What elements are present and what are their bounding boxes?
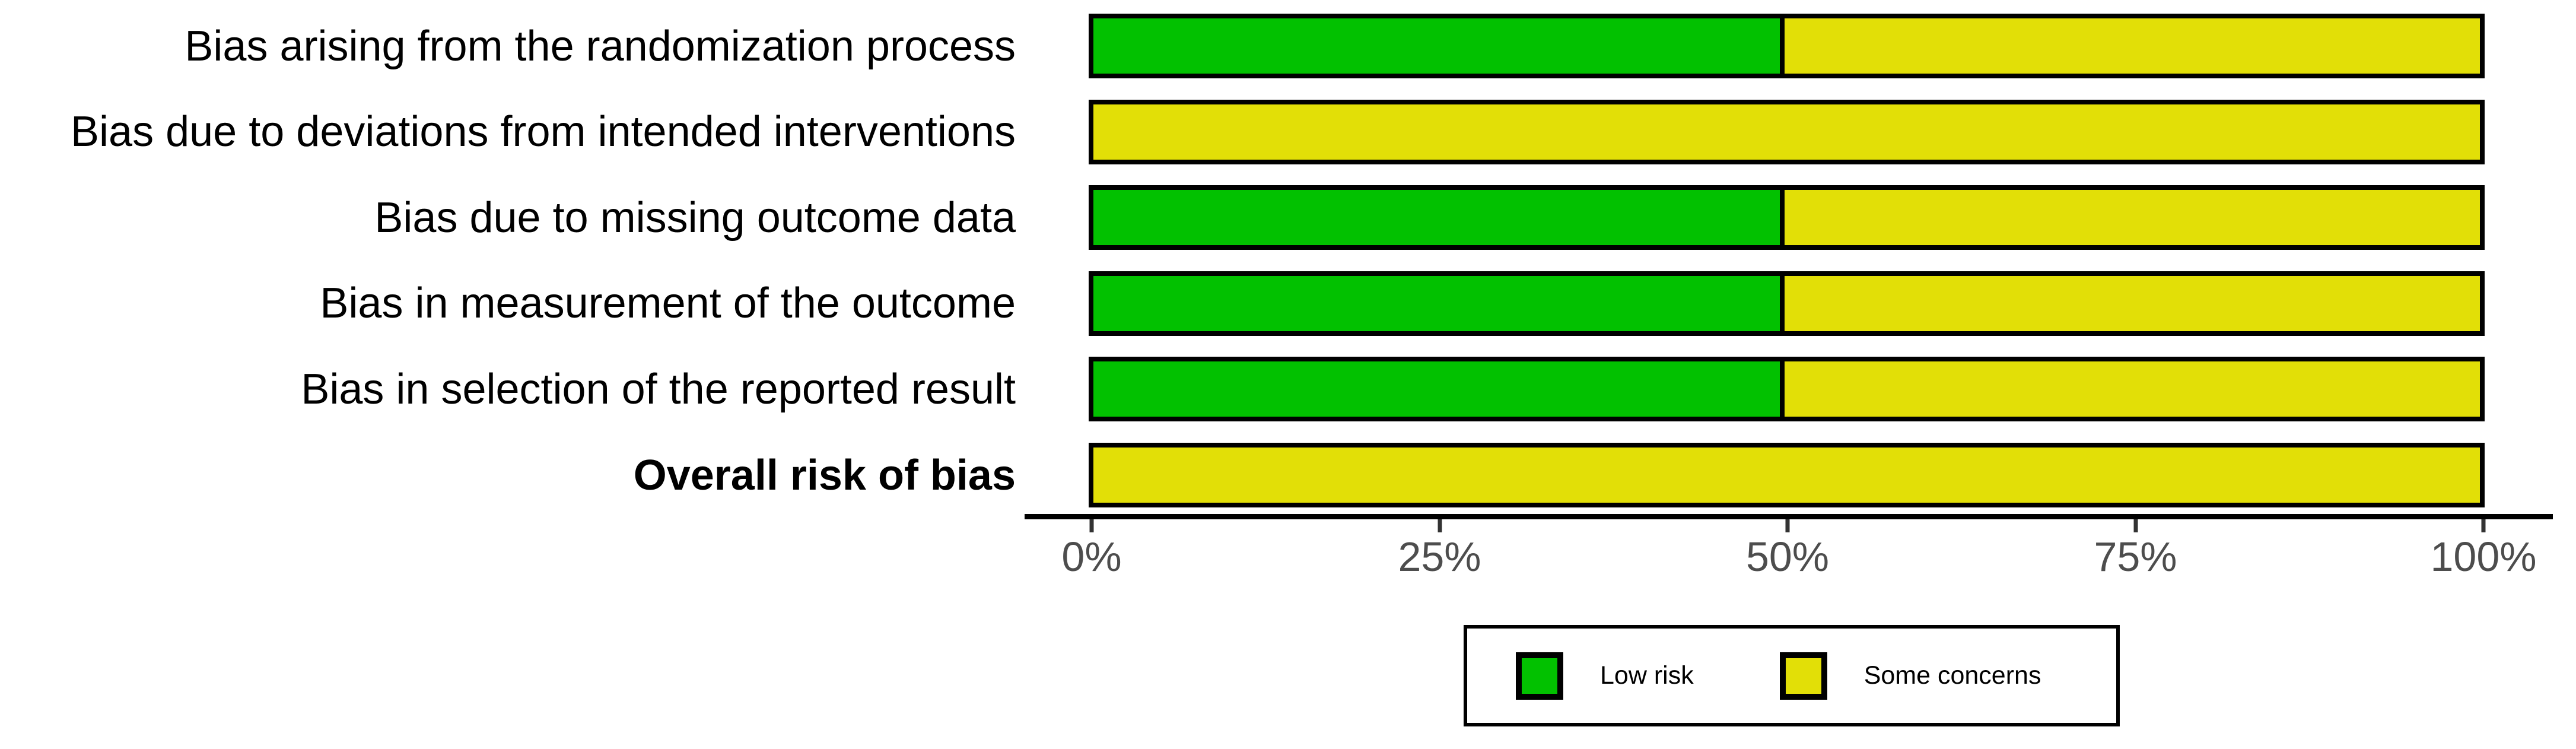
category-label: Bias arising from the randomization proc… [185, 22, 1016, 70]
bar-segment-low-risk [1093, 190, 1785, 246]
x-tick-mark [2133, 519, 2138, 532]
legend-label: Low risk [1600, 661, 1694, 690]
bar-segment-some-concerns [1784, 190, 2480, 246]
x-tick-label: 25% [1398, 534, 1481, 580]
bar-segment-low-risk [1093, 361, 1785, 417]
x-tick-mark [1438, 519, 1442, 532]
x-axis-line [1025, 514, 2553, 519]
stacked-bar [1089, 185, 2485, 250]
category-label: Overall risk of bias [633, 451, 1016, 499]
stacked-bar [1089, 14, 2485, 78]
x-tick-label: 100% [2430, 534, 2537, 580]
category-label: Bias in selection of the reported result [301, 365, 1016, 413]
stacked-bar [1089, 99, 2485, 164]
x-tick-mark [1089, 519, 1094, 532]
x-tick-mark [2481, 519, 2486, 532]
category-label: Bias in measurement of the outcome [320, 280, 1016, 328]
legend-label: Some concerns [1863, 661, 2041, 690]
stacked-bar [1089, 443, 2485, 507]
stacked-bar [1089, 271, 2485, 336]
bar-segment-some-concerns [1784, 275, 2480, 331]
legend-key-low-risk [1516, 652, 1563, 700]
legend-key-some-concerns [1779, 652, 1827, 700]
legend-item-low-risk: Low risk [1516, 652, 1694, 700]
bar-segment-some-concerns [1784, 18, 2480, 74]
x-tick-label: 75% [2094, 534, 2177, 580]
bar-segment-some-concerns [1093, 104, 2480, 160]
bar-segment-low-risk [1093, 18, 1785, 74]
x-tick-mark [1785, 519, 1790, 532]
category-label: Bias due to deviations from intended int… [71, 108, 1016, 156]
bar-segment-low-risk [1093, 275, 1785, 331]
legend-item-some-concerns: Some concerns [1779, 652, 2041, 700]
bar-segment-some-concerns [1093, 448, 2480, 503]
x-tick-label: 50% [1745, 534, 1830, 580]
legend: Low risk Some concerns [1464, 625, 2120, 726]
stacked-bar [1089, 357, 2485, 422]
x-tick-label: 0% [1061, 534, 1122, 580]
bar-segment-some-concerns [1784, 361, 2480, 417]
category-label: Bias due to missing outcome data [374, 193, 1016, 242]
